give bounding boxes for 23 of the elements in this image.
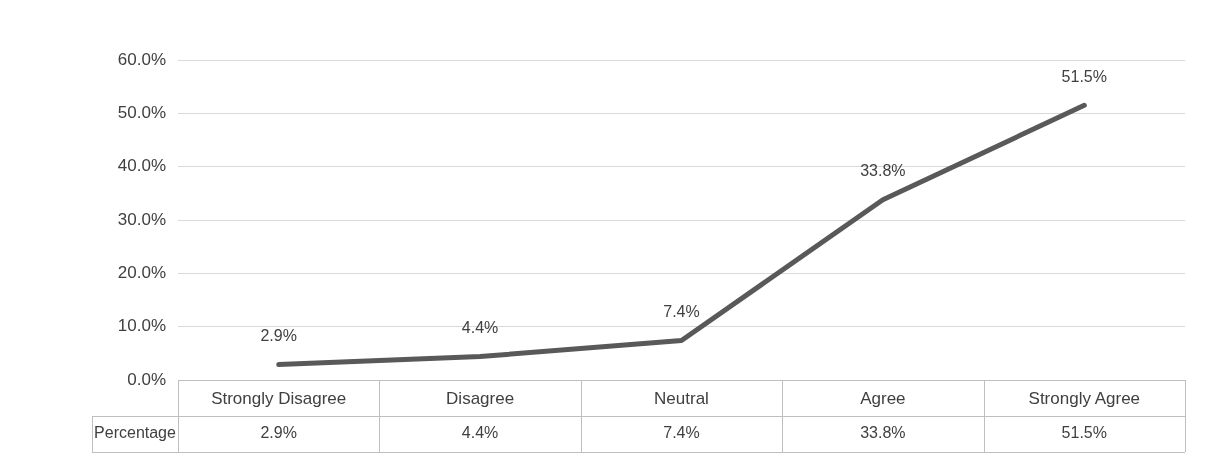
x-tick-label: Neutral: [654, 388, 709, 408]
y-tick-label: 30.0%: [117, 209, 166, 229]
y-tick-label: 40.0%: [117, 156, 166, 176]
text: 4.4%: [461, 424, 499, 442]
y-tick-label: 60.0%: [117, 49, 166, 69]
y-tick-label: 20.0%: [117, 263, 166, 283]
text: 2.9%: [260, 424, 297, 442]
x-tick-label: Strongly Agree: [1028, 388, 1141, 408]
text: 4.4%: [461, 318, 499, 336]
x-tick-label: Disagree: [446, 388, 515, 408]
text: 7.4%: [663, 424, 700, 442]
text: 7.4%: [663, 302, 700, 320]
x-tick-label: Strongly Disagree: [211, 388, 347, 408]
text: 51.5%: [1061, 67, 1107, 85]
y-tick-label: 10.0%: [117, 316, 166, 336]
text: Percentage: [94, 424, 177, 442]
text: 33.8%: [860, 424, 906, 442]
text: 2.9%: [260, 326, 297, 344]
y-tick-label: 0.0%: [127, 369, 166, 389]
text: 51.5%: [1061, 424, 1107, 442]
text: 33.8%: [860, 162, 906, 180]
x-tick-label: Agree: [860, 388, 906, 408]
y-tick-label: 50.0%: [117, 103, 166, 123]
